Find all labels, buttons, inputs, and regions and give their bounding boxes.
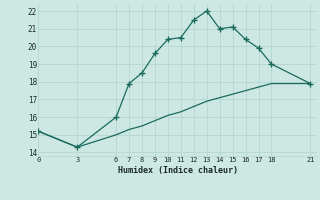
X-axis label: Humidex (Indice chaleur): Humidex (Indice chaleur) [118,166,238,175]
